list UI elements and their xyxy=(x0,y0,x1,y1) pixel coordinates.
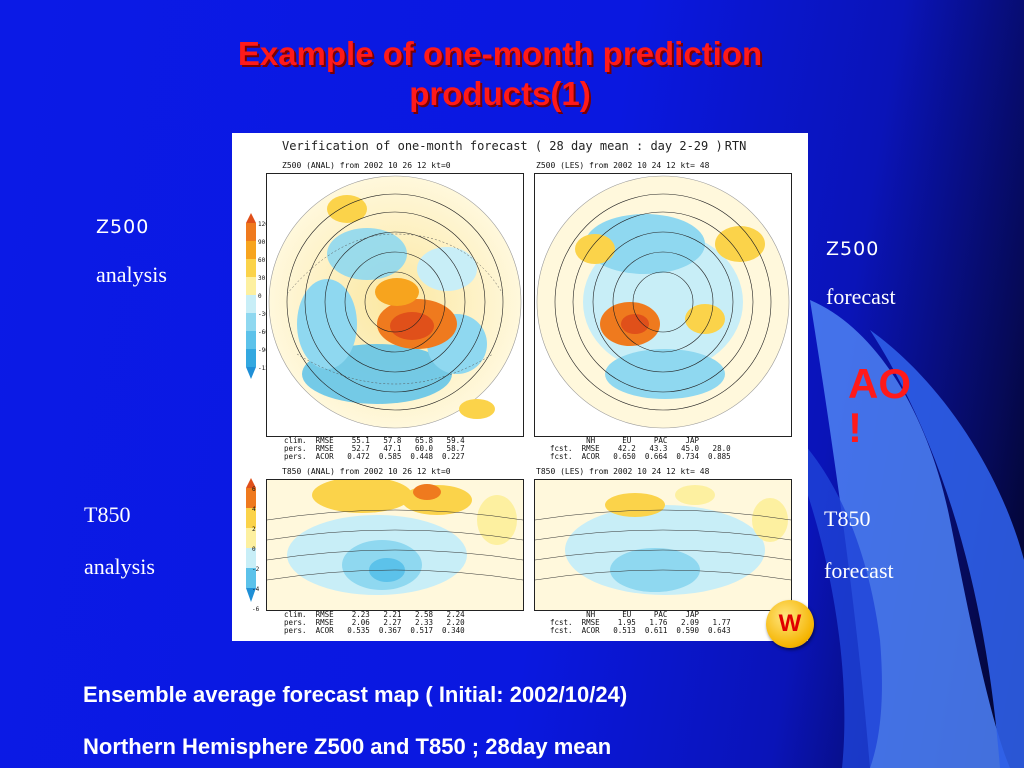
colorbar-tick: -120 xyxy=(258,365,272,372)
stats-row: pers. ACOR 0.472 0.585 0.448 0.227 xyxy=(284,452,465,461)
verification-figure: Verification of one-month forecast ( 28 … xyxy=(232,133,808,641)
z500-colorbar xyxy=(246,213,256,379)
label-code: Z500 xyxy=(96,216,150,238)
stats-row: clim. RMSE 2.23 2.21 2.58 2.24 xyxy=(284,610,465,619)
colorbar-tick: -60 xyxy=(258,329,269,336)
label-t850-forecast: T850 forecast xyxy=(824,506,894,584)
figure-title: Verification of one-month forecast ( 28 … xyxy=(282,139,746,153)
colorbar-tick: 30 xyxy=(258,275,266,282)
colorbar-tick: 60 xyxy=(258,257,266,264)
map-t850-forecast xyxy=(534,479,792,611)
label-z500-forecast: Z500 forecast xyxy=(826,236,896,310)
label-t850-analysis: T850 analysis xyxy=(84,502,155,580)
caption-line-1: Ensemble average forecast map ( Initial:… xyxy=(83,682,628,707)
map-z500-forecast xyxy=(534,173,792,437)
label-code: T850 xyxy=(824,506,871,531)
t850-colorbar xyxy=(246,478,256,602)
label-text: analysis xyxy=(96,262,167,287)
ao-annotation: AO ! xyxy=(848,362,934,450)
stats-row: pers. RMSE 52.7 47.1 60.0 58.7 xyxy=(284,444,465,453)
label-z500-analysis: Z500 analysis xyxy=(96,214,167,288)
figure-title-text: Verification of one-month forecast ( 28 … xyxy=(282,139,723,153)
w-badge-button[interactable]: W xyxy=(766,600,814,648)
z500-analysis-map-image xyxy=(268,175,522,429)
label-code: T850 xyxy=(84,502,131,527)
colorbar-tick: 6 xyxy=(252,486,256,493)
colorbar-tick: 2 xyxy=(252,526,256,533)
panel-header-t850-anal: T850 (ANAL) from 2002 10 26 12 kt=0 xyxy=(282,467,451,476)
colorbar-tick: -90 xyxy=(258,347,269,354)
figure-title-suffix: RTN xyxy=(724,139,747,153)
z500-forecast-map-image xyxy=(536,175,790,429)
colorbar-tick: -4 xyxy=(252,586,260,593)
stats-row: NH EU PAC JAP xyxy=(550,610,700,619)
stats-row: fcst. RMSE 1.95 1.76 2.09 1.77 xyxy=(550,618,731,627)
panel-header-z500-fcst: Z500 (LES) from 2002 10 24 12 kt= 48 xyxy=(536,161,710,170)
title-line-1: Example of one-month prediction xyxy=(237,35,763,72)
stats-row: fcst. RMSE 42.2 43.3 45.0 28.0 xyxy=(550,444,731,453)
panel-header-z500-anal: Z500 (ANAL) from 2002 10 26 12 kt=0 xyxy=(282,161,451,170)
colorbar-tick: 120 xyxy=(258,221,269,228)
map-t850-analysis xyxy=(266,479,524,611)
stats-row: fcst. ACOR 0.650 0.664 0.734 0.885 xyxy=(550,452,731,461)
colorbar-tick: -2 xyxy=(252,566,260,573)
colorbar-tick: 0 xyxy=(252,546,256,553)
label-code: Z500 xyxy=(826,238,880,260)
ao-text: AO xyxy=(848,360,911,407)
colorbar-tick: 0 xyxy=(258,293,262,300)
slide-title: Example of one-month prediction products… xyxy=(110,34,890,114)
stats-row: pers. RMSE 2.06 2.27 2.33 2.20 xyxy=(284,618,465,627)
panel-header-t850-fcst: T850 (LES) from 2002 10 24 12 kt= 48 xyxy=(536,467,710,476)
stats-row: fcst. ACOR 0.513 0.611 0.590 0.643 xyxy=(550,626,731,635)
ao-exclamation: ! xyxy=(848,404,862,451)
colorbar-tick: 4 xyxy=(252,506,256,513)
colorbar-tick: -6 xyxy=(252,606,260,613)
label-text: forecast xyxy=(826,284,896,309)
map-z500-analysis xyxy=(266,173,524,437)
colorbar-tick: 90 xyxy=(258,239,266,246)
caption-line-2: Northern Hemisphere Z500 and T850 ; 28da… xyxy=(83,734,612,759)
t850-forecast-map-image xyxy=(535,480,791,610)
title-line-2: products(1) xyxy=(409,75,591,112)
t850-analysis-map-image xyxy=(267,480,523,610)
stats-row: NH EU PAC JAP xyxy=(550,436,700,445)
colorbar-tick: -30 xyxy=(258,311,269,318)
stats-row: pers. ACOR 0.535 0.367 0.517 0.340 xyxy=(284,626,465,635)
label-text: forecast xyxy=(824,558,894,583)
label-text: analysis xyxy=(84,554,155,579)
stats-row: clim. RMSE 55.1 57.8 65.8 59.4 xyxy=(284,436,465,445)
